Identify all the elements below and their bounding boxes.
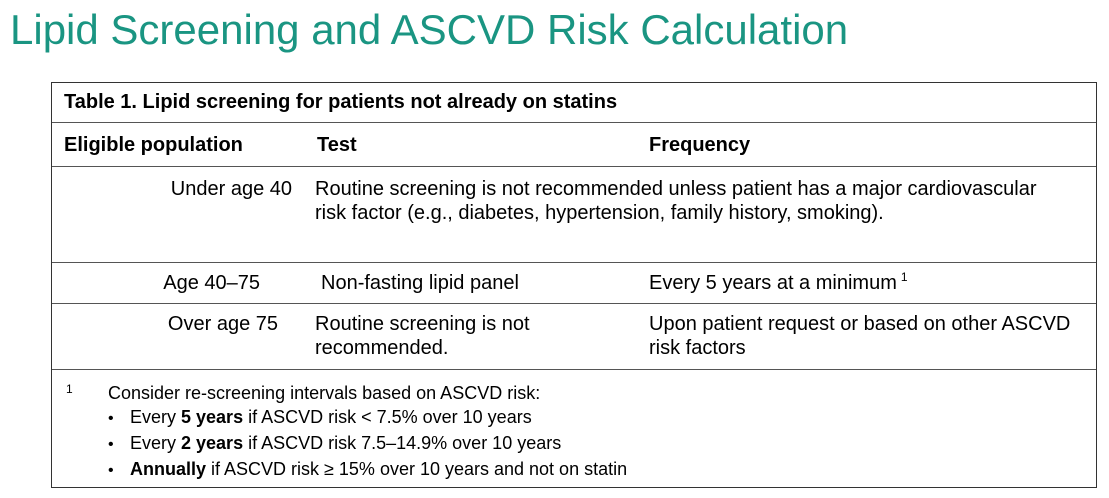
- footnote-list: • Every 5 years if ASCVD risk < 7.5% over…: [108, 405, 627, 483]
- item-bold: Annually: [130, 459, 207, 479]
- footnote-marker: 1: [66, 382, 73, 396]
- item-prefix: Every: [130, 407, 182, 427]
- list-item: • Every 2 years if ASCVD risk 7.5–14.9% o…: [108, 431, 627, 457]
- item-bold: 2 years: [181, 433, 244, 453]
- table-row: Age 40–75 Non-fasting lipid panel Every …: [52, 263, 1096, 304]
- table-caption-row: Table 1. Lipid screening for patients no…: [52, 83, 1096, 123]
- frequency-cell: Upon patient request or based on other A…: [649, 313, 1071, 359]
- item-suffix: if ASCVD risk < 7.5% over 10 years: [243, 407, 532, 427]
- bullet-icon: •: [108, 410, 114, 427]
- table-header-row: Eligible population Test Frequency: [52, 123, 1096, 167]
- population-cell: Age 40–75: [163, 272, 260, 294]
- population-cell: Under age 40: [170, 178, 292, 200]
- table-row: Over age 75 Routine screening is not rec…: [52, 304, 1096, 370]
- bullet-icon: •: [108, 462, 114, 479]
- list-item: • Annually if ASCVD risk ≥ 15% over 10 ye…: [108, 457, 627, 483]
- table-caption: Table 1. Lipid screening for patients no…: [64, 91, 618, 113]
- list-item: • Every 5 years if ASCVD risk < 7.5% over…: [108, 405, 627, 431]
- header-eligible-population: Eligible population: [64, 134, 243, 156]
- test-cell: Routine screening is not recommended unl…: [315, 178, 1037, 224]
- table-row: Under age 40 Routine screening is not re…: [52, 167, 1096, 263]
- footnote-intro: Consider re-screening intervals based on…: [108, 383, 541, 403]
- item-suffix: if ASCVD risk 7.5–14.9% over 10 years: [243, 433, 562, 453]
- header-test: Test: [317, 134, 357, 156]
- population-cell: Over age 75: [167, 313, 278, 335]
- lipid-screening-table: Table 1. Lipid screening for patients no…: [51, 82, 1097, 488]
- page-title: Lipid Screening and ASCVD Risk Calculati…: [10, 6, 849, 53]
- test-cell: Non-fasting lipid panel: [321, 272, 519, 294]
- item-suffix: if ASCVD risk ≥ 15% over 10 years and no…: [206, 459, 628, 479]
- item-bold: 5 years: [181, 407, 244, 427]
- footnote-row: 1 Consider re-screening intervals based …: [52, 370, 1096, 487]
- header-frequency: Frequency: [649, 134, 751, 156]
- footnote-reference: 1: [900, 270, 908, 285]
- test-cell: Routine screening is not recommended.: [315, 313, 530, 359]
- item-prefix: Every: [130, 433, 182, 453]
- frequency-cell: Every 5 years at a minimum 1: [649, 271, 908, 295]
- bullet-icon: •: [108, 436, 114, 453]
- frequency-text: Every 5 years at a minimum: [649, 272, 897, 294]
